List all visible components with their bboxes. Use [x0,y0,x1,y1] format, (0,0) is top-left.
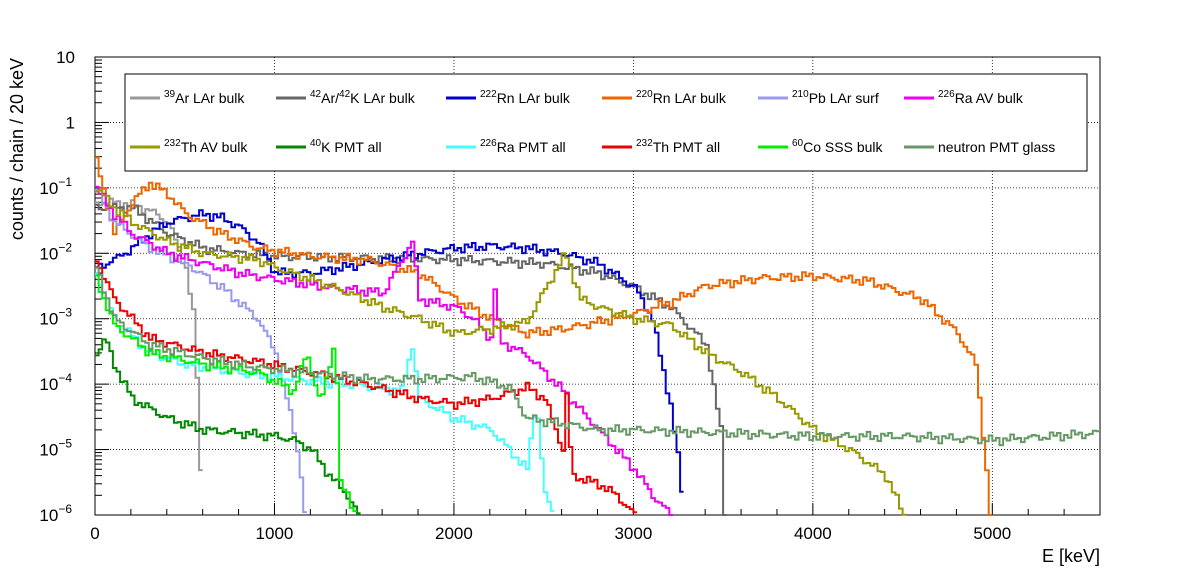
y-tick-label: 10−6 [39,502,72,525]
y-tick-label: 10−2 [39,240,72,263]
legend-label: 226Ra PMT all [480,138,566,155]
series-line-4 [95,156,993,516]
y-tick-label: 10−3 [39,306,72,329]
series-group [95,156,1100,516]
legend-label: 210Pb LAr surf [792,89,879,106]
series-line-11 [95,274,357,513]
x-tick-label: 3000 [614,524,652,543]
y-tick-label: 10 [56,48,75,67]
x-tick-label: 0 [90,524,99,543]
series-line-3 [95,209,684,493]
legend-label: neutron PMT glass [938,139,1055,155]
y-tick-label: 1 [66,113,75,132]
x-tick-label: 4000 [794,524,832,543]
series-line-2 [95,203,727,516]
series-line-5 [95,188,307,514]
axis-ticks: 0 1000 2000 3000 4000 5000 10−6 10−5 10−4 10−3 10−… [39,48,1065,543]
legend-label: 232Th PMT all [636,138,720,155]
y-tick-label: 10−4 [39,371,72,394]
x-tick-label: 5000 [973,524,1011,543]
y-axis-label: counts / chain / 20 keV [7,58,27,240]
series-line-1 [95,197,203,472]
y-tick-label: 10−1 [39,175,72,198]
legend-box [124,73,1088,172]
legend-label: 40K PMT all [310,138,382,155]
x-tick-label: 1000 [256,524,294,543]
legend-label: 39Ar LAr bulk [164,89,245,106]
y-tick-label: 10−5 [39,437,72,460]
x-tick-label: 2000 [435,524,473,543]
legend-label: 220Rn LAr bulk [636,89,727,106]
series-line-7 [95,189,907,516]
legend-label: 60Co SSS bulk [792,138,883,155]
legend-label: 226Ra AV bulk [938,89,1024,106]
series-line-8 [95,338,361,515]
legend-label: 222Rn LAr bulk [480,89,571,106]
series-line-6 [95,185,673,516]
x-axis-label: E [keV] [1042,546,1100,566]
legend-label: 232Th AV bulk [164,138,248,155]
series-line-12 [95,266,1100,447]
legend-label: 42Ar/42K LAr bulk [310,89,416,106]
legend: 39Ar LAr bulk 42Ar/42K LAr bulk 222Rn LAr … [124,73,1088,172]
